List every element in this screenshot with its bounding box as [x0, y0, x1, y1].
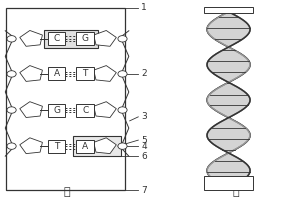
Polygon shape [20, 66, 42, 81]
Bar [76, 32, 94, 45]
Bar [73, 136, 121, 156]
Bar [204, 176, 253, 190]
Text: C: C [82, 105, 88, 115]
Bar [6, 8, 125, 190]
Text: T: T [83, 69, 88, 78]
Polygon shape [20, 102, 42, 118]
Bar [76, 67, 94, 80]
Bar [76, 140, 94, 153]
Text: 4: 4 [141, 142, 147, 151]
Text: G: G [53, 105, 60, 115]
Text: A: A [54, 69, 60, 78]
Text: C: C [54, 34, 60, 43]
Text: 乙: 乙 [232, 187, 239, 197]
Text: 2: 2 [141, 69, 147, 78]
Text: T: T [54, 142, 59, 151]
Text: G: G [82, 34, 89, 43]
Text: A: A [82, 142, 88, 151]
Bar [76, 103, 94, 117]
Circle shape [7, 71, 16, 77]
Circle shape [118, 107, 127, 113]
Text: 1: 1 [141, 3, 147, 12]
Circle shape [7, 143, 16, 149]
Bar [48, 32, 65, 45]
Bar [48, 140, 65, 153]
Polygon shape [94, 31, 116, 46]
Bar [44, 30, 98, 48]
Polygon shape [20, 138, 42, 154]
Polygon shape [20, 31, 42, 46]
Polygon shape [94, 102, 116, 118]
Circle shape [7, 36, 16, 42]
Bar [48, 103, 65, 117]
Text: 甲: 甲 [63, 187, 70, 197]
Text: 5: 5 [141, 136, 147, 145]
Polygon shape [94, 66, 116, 81]
Circle shape [118, 36, 127, 42]
Circle shape [118, 71, 127, 77]
Text: 3: 3 [141, 112, 147, 121]
Bar [204, 7, 253, 13]
Polygon shape [94, 138, 116, 154]
Bar [48, 67, 65, 80]
Circle shape [7, 107, 16, 113]
Text: 7: 7 [141, 186, 147, 195]
Text: 6: 6 [141, 152, 147, 161]
Circle shape [118, 143, 127, 149]
